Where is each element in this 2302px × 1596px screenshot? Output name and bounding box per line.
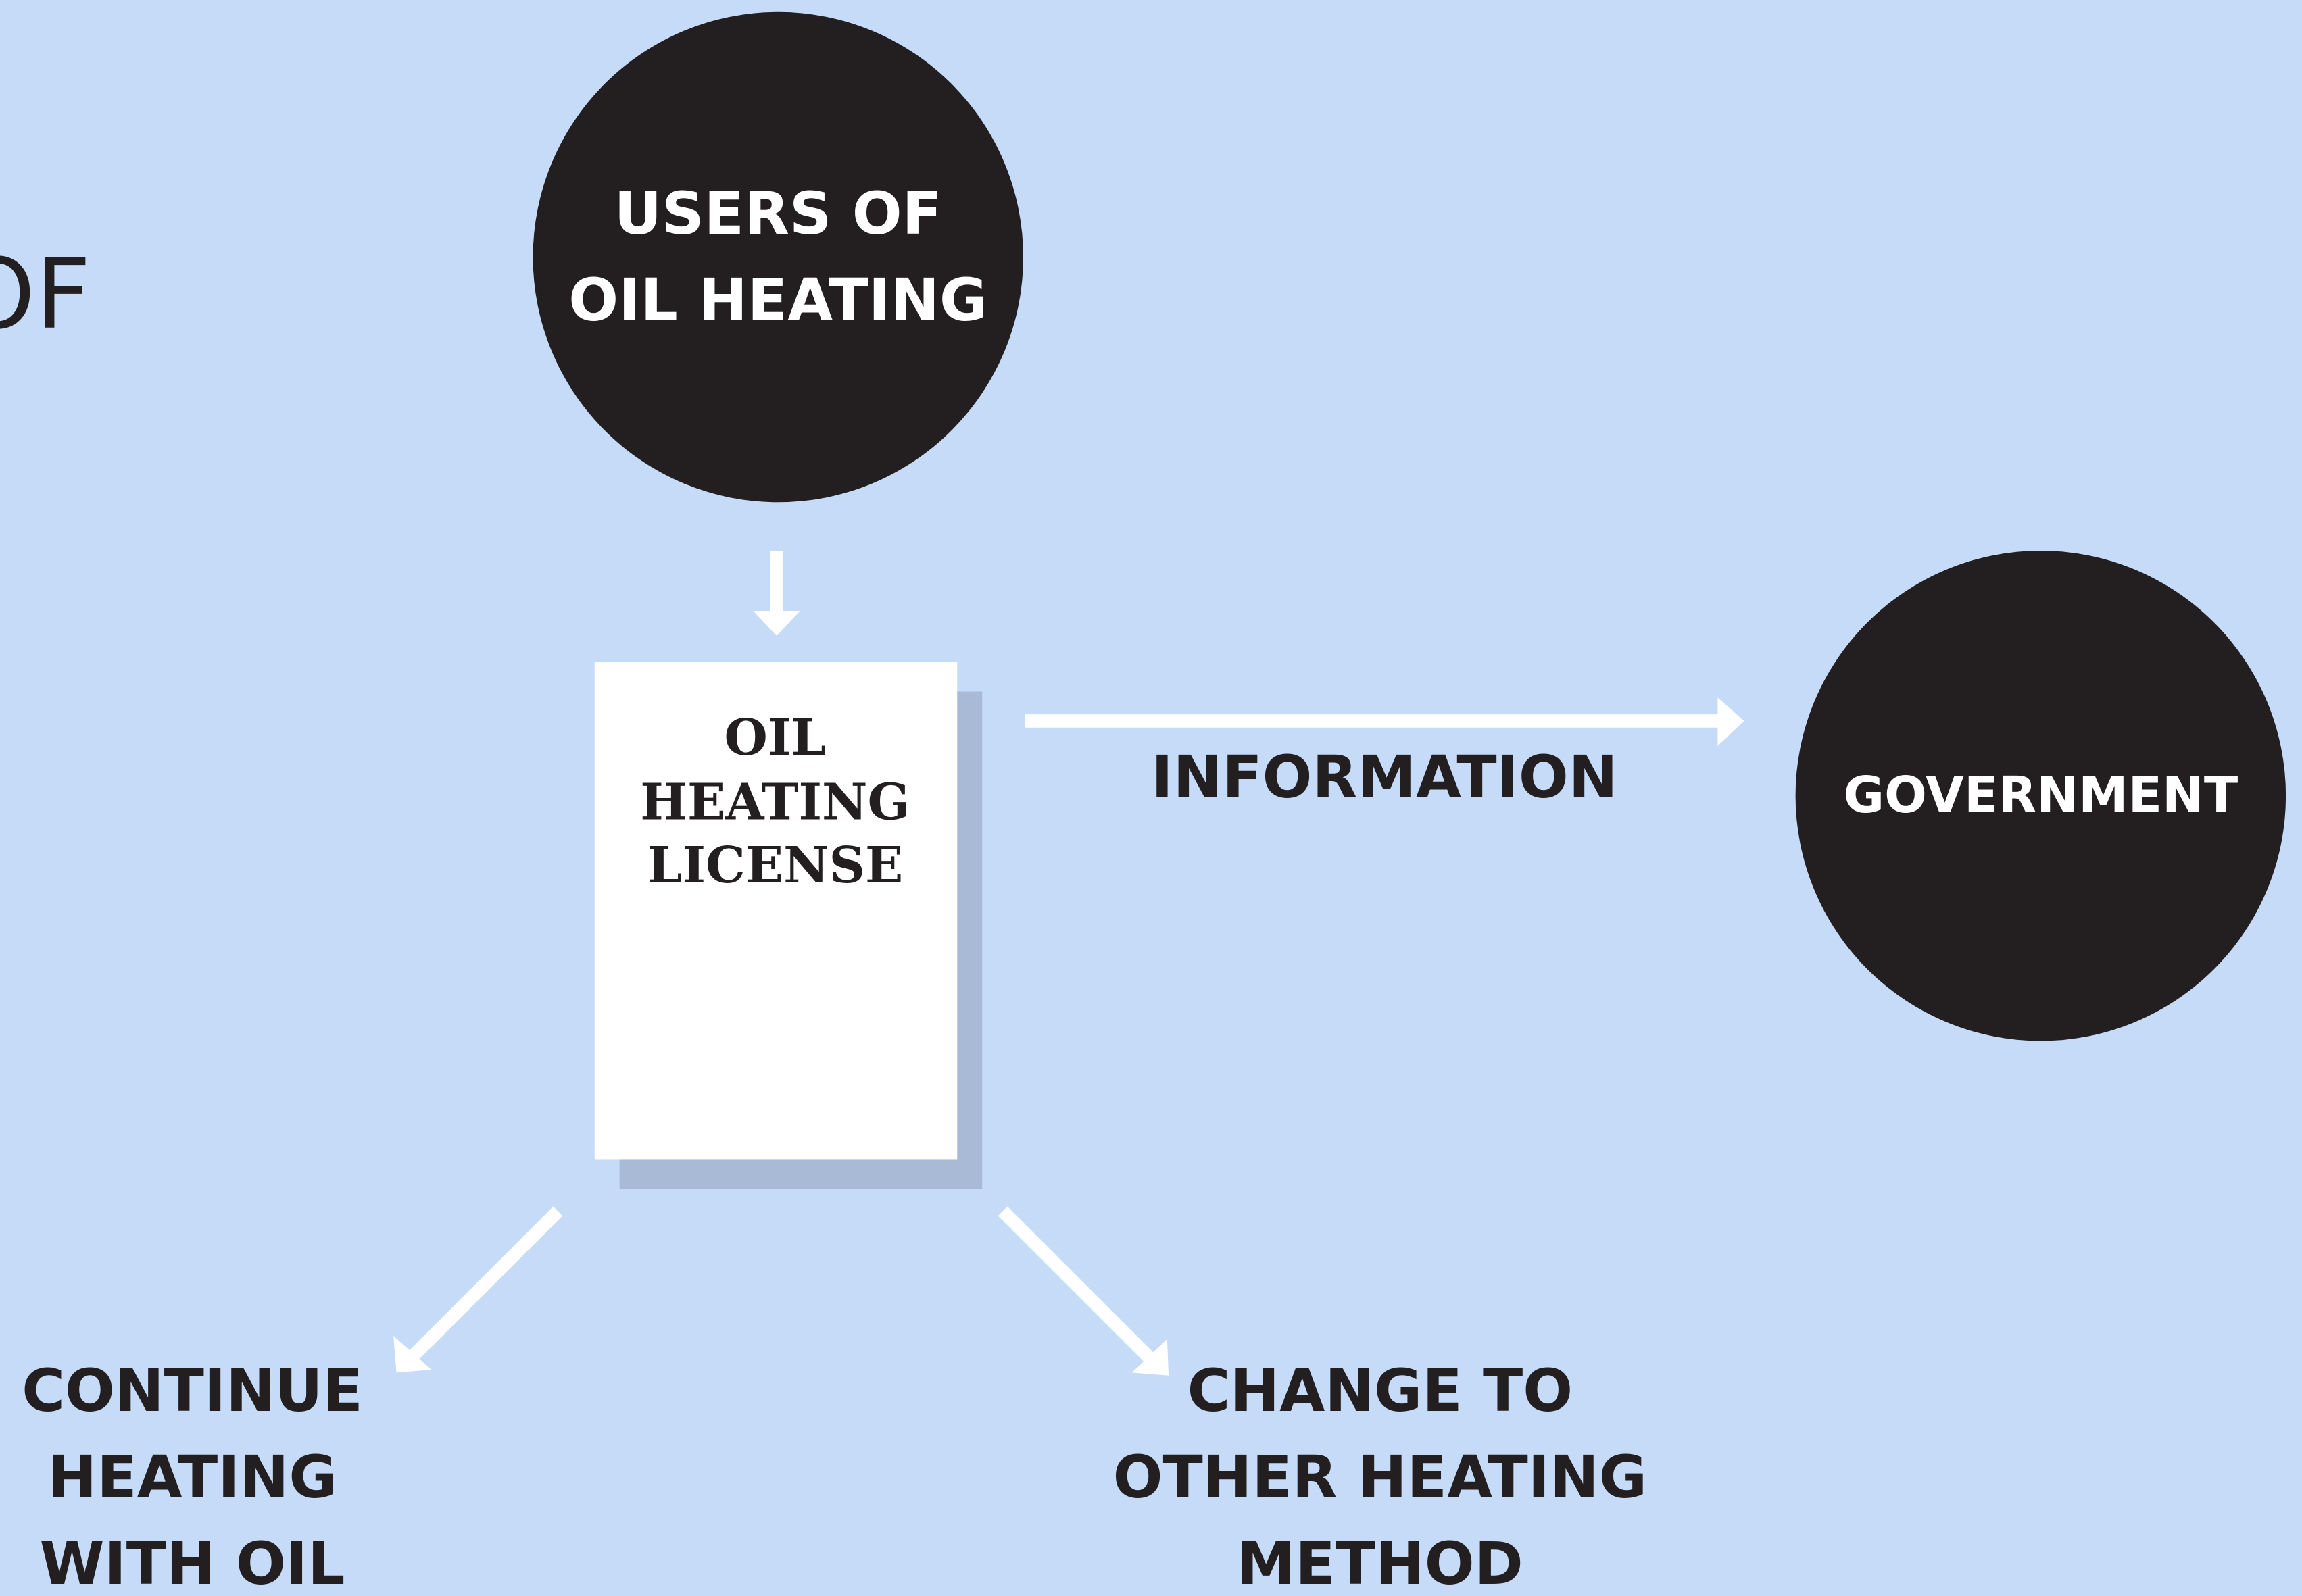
node-label: HEATING <box>47 1443 337 1512</box>
node-label: GOVERNMENT <box>1843 766 2238 824</box>
arrow-head <box>1131 1339 1169 1376</box>
users-node <box>533 11 1024 503</box>
node-label: OIL HEATING <box>568 266 987 334</box>
node-label: CHANGE TO <box>1187 1357 1573 1425</box>
arrow-head <box>1717 697 1744 746</box>
arrows <box>393 550 1744 1376</box>
node-label: OIL <box>725 709 827 767</box>
license-document <box>594 662 958 1160</box>
government-node <box>1795 550 2286 1041</box>
arrow-head <box>753 611 800 636</box>
arrow <box>406 1206 563 1363</box>
node-label: LICENSE <box>647 837 904 895</box>
node-label: USERS OF <box>614 180 942 248</box>
node-label: METHOD <box>1237 1530 1523 1596</box>
arrow <box>998 1206 1158 1366</box>
edge-label: INFORMATION <box>1151 743 1617 812</box>
header-fragment: OF <box>0 238 91 351</box>
arrow-head <box>393 1336 432 1373</box>
node-label: CONTINUE <box>22 1357 363 1425</box>
node-label: HEATING <box>640 773 910 831</box>
node-label: WITH OIL <box>40 1530 345 1596</box>
node-label: OTHER HEATING <box>1113 1443 1647 1512</box>
